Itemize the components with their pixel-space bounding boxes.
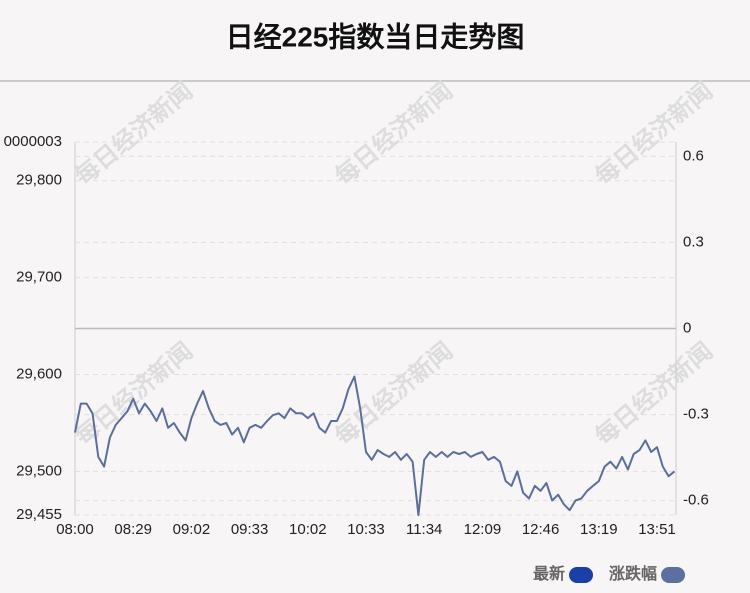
y2-tick-label: 0.6 bbox=[683, 147, 704, 164]
x-tick-label: 09:02 bbox=[173, 521, 211, 538]
legend-label: 涨跌幅 bbox=[609, 564, 657, 583]
x-tick-label: 13:51 bbox=[638, 521, 676, 538]
legend-swatch bbox=[661, 567, 686, 583]
chart-title: 日经225指数当日走势图 bbox=[226, 20, 525, 52]
y-tick-label: 29,800 bbox=[16, 172, 62, 189]
y-tick-label: 29,455 bbox=[16, 506, 62, 523]
x-tick-label: 08:00 bbox=[56, 521, 94, 538]
price-line bbox=[74, 375, 676, 516]
x-tick-label: 12:46 bbox=[522, 521, 560, 538]
x-tick-label: 10:33 bbox=[347, 521, 385, 538]
x-tick-label: 11:34 bbox=[406, 521, 442, 538]
y-tick-label: 0000003 bbox=[4, 133, 62, 150]
y2-tick-label: -0.6 bbox=[683, 492, 709, 509]
legend-label: 最新 bbox=[533, 564, 565, 583]
x-tick-label: 10:02 bbox=[289, 521, 327, 538]
y2-tick-label: 0.3 bbox=[683, 233, 704, 250]
y-tick-label: 29,600 bbox=[16, 365, 62, 382]
x-tick-label: 09:33 bbox=[231, 521, 269, 538]
x-tick-label: 13:19 bbox=[580, 521, 618, 538]
y2-tick-label: -0.3 bbox=[683, 406, 709, 423]
y2-tick-label: 0 bbox=[683, 319, 691, 336]
x-tick-label: 08:29 bbox=[114, 521, 152, 538]
y-tick-label: 29,500 bbox=[16, 462, 62, 479]
x-tick-label: 12:09 bbox=[464, 521, 502, 538]
y-tick-label: 29,700 bbox=[16, 269, 62, 286]
legend-swatch bbox=[569, 567, 594, 583]
